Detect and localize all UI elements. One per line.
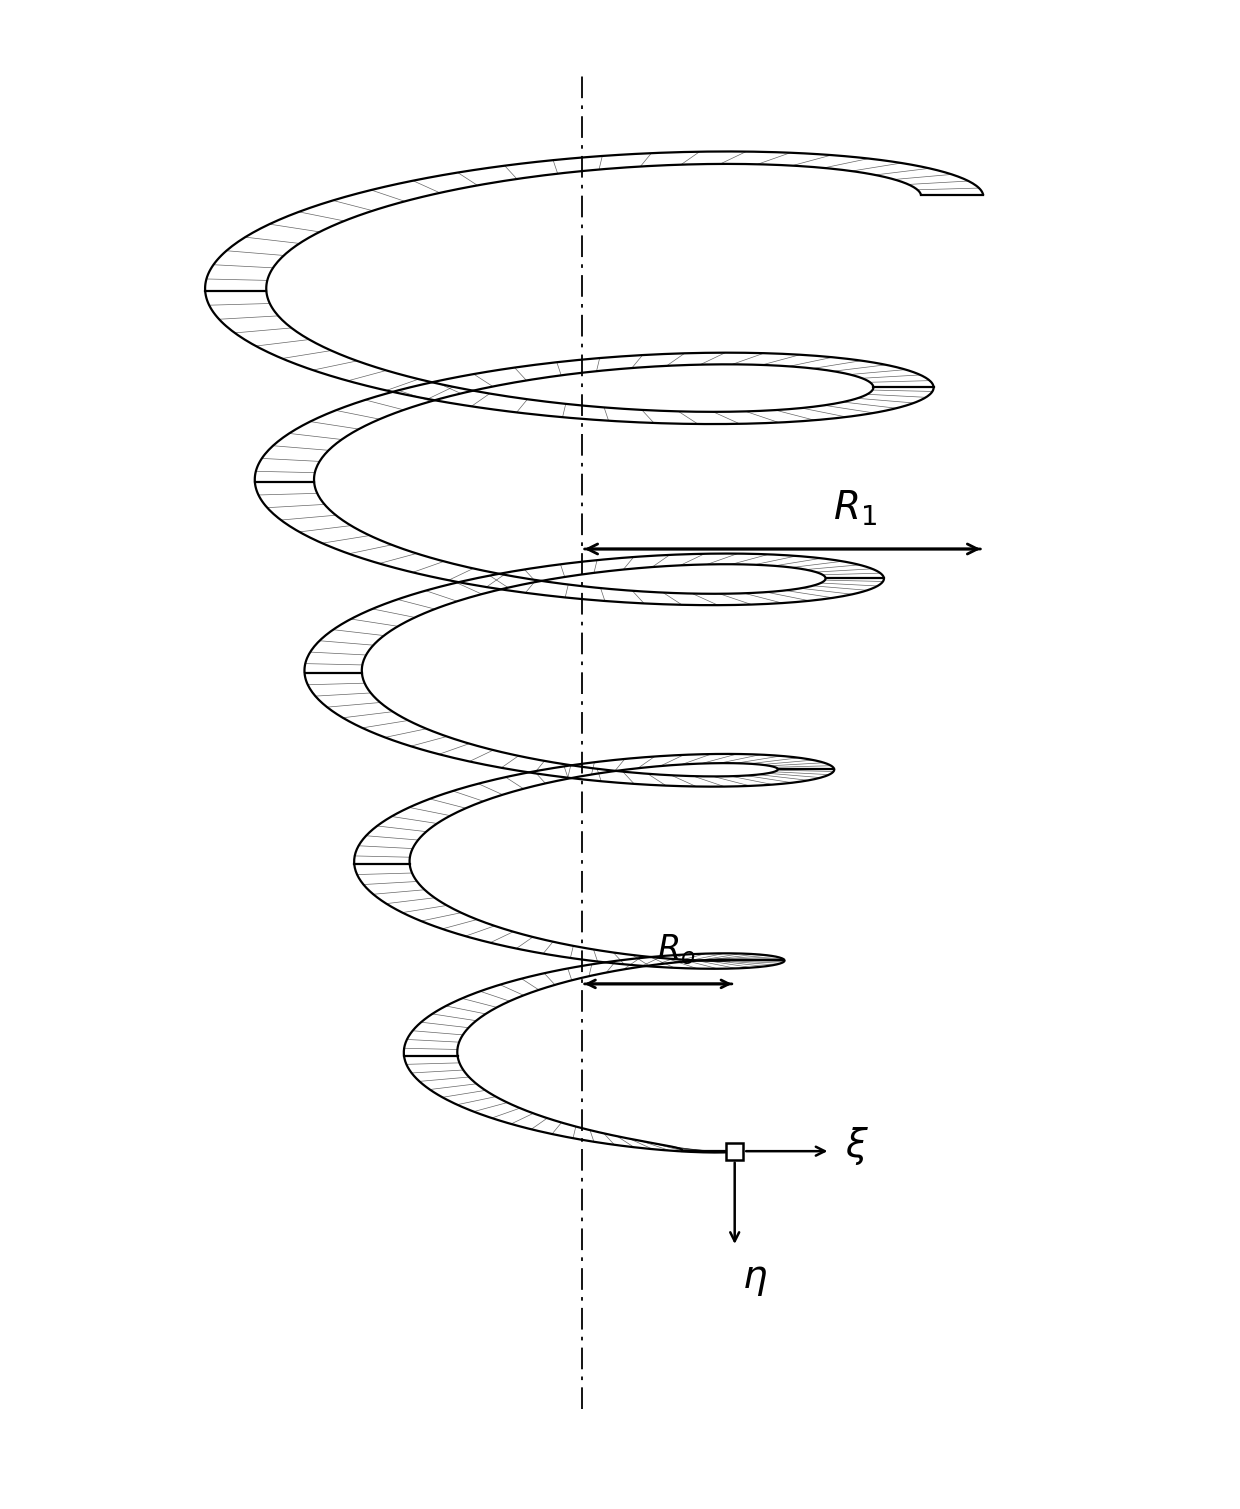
- Text: $R_o$: $R_o$: [657, 933, 696, 967]
- Text: $\eta$: $\eta$: [743, 1262, 768, 1298]
- Bar: [727, 1142, 743, 1160]
- Text: $\xi$: $\xi$: [844, 1126, 869, 1168]
- Text: $R_1$: $R_1$: [833, 489, 877, 528]
